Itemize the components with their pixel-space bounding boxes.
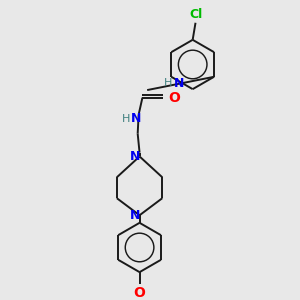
Text: H: H <box>122 113 130 124</box>
Text: Cl: Cl <box>189 8 202 21</box>
Text: N: N <box>130 209 140 222</box>
Text: O: O <box>168 91 180 105</box>
Text: H: H <box>164 78 172 88</box>
Text: O: O <box>134 286 146 300</box>
Text: N: N <box>131 112 141 125</box>
Text: N: N <box>130 150 140 163</box>
Text: N: N <box>173 77 184 90</box>
